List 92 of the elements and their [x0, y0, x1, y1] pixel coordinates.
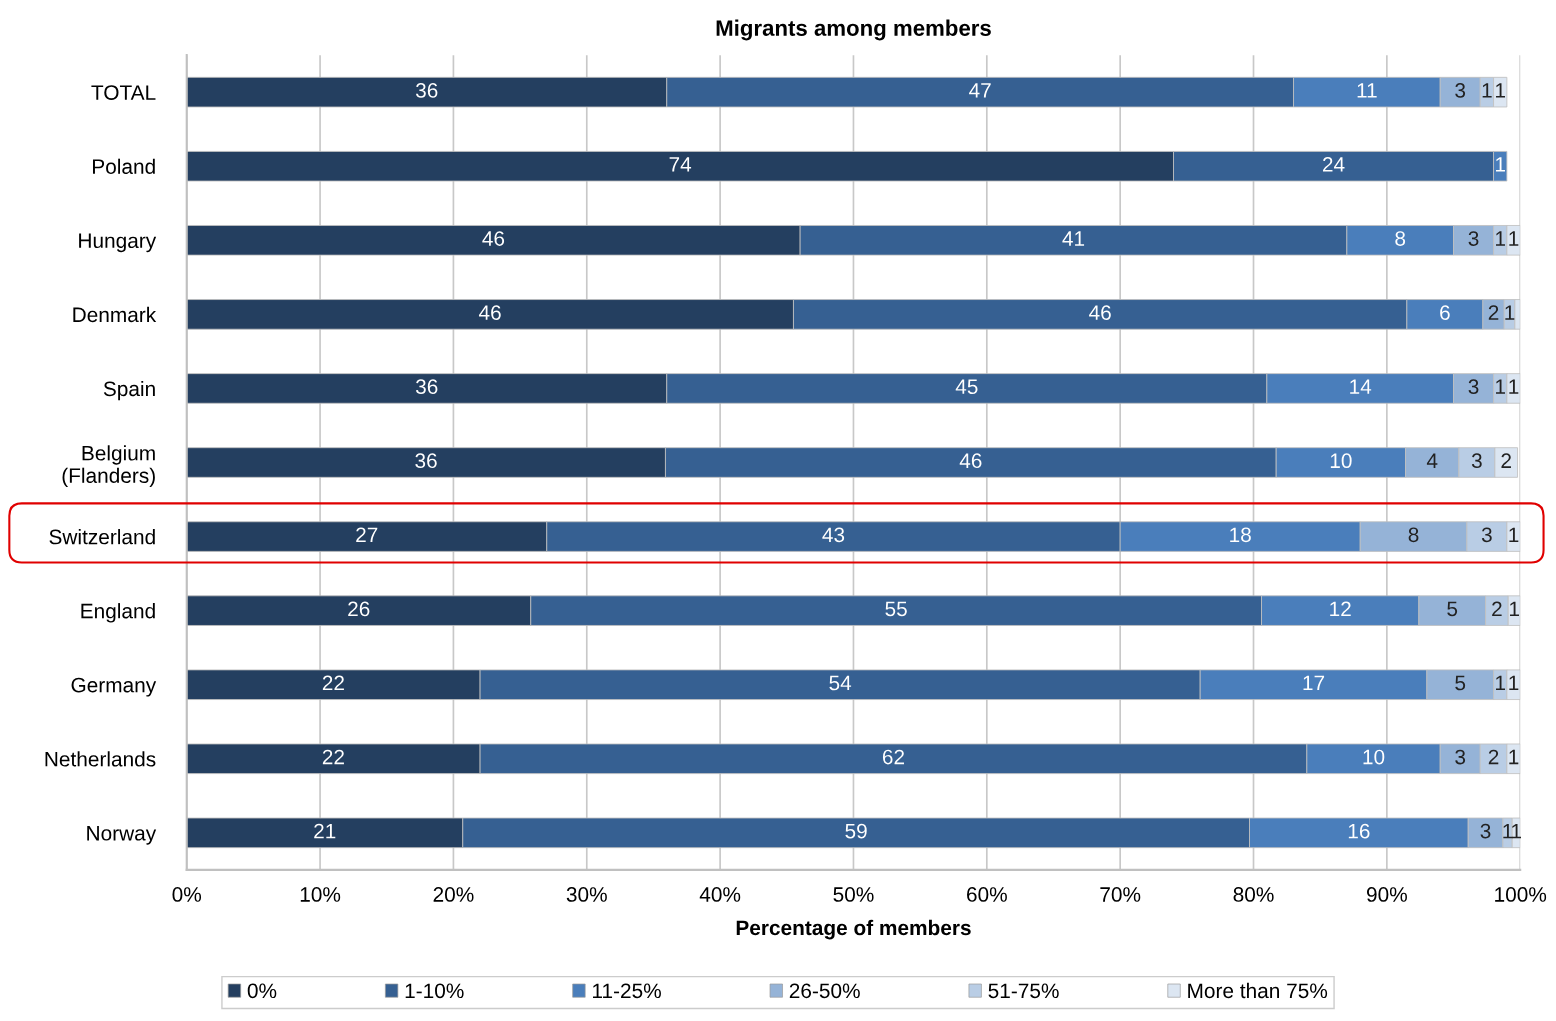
- data-label: 1: [1496, 157, 1505, 172]
- data-label: 2: [1501, 453, 1511, 468]
- data-label: 8: [1408, 527, 1419, 543]
- legend-label: 51-75%: [988, 983, 1059, 999]
- data-label: 3: [1455, 749, 1466, 765]
- data-label: 36: [415, 453, 437, 469]
- x-tick-label: 40%: [699, 887, 741, 902]
- data-label: 10: [1363, 749, 1385, 765]
- data-label: 18: [1230, 527, 1251, 543]
- data-label: 1: [1496, 231, 1505, 246]
- data-label: 22: [322, 749, 344, 765]
- x-tick-label: 10%: [300, 887, 341, 902]
- legend-label: 1-10%: [405, 983, 464, 999]
- data-label: 3: [1480, 823, 1491, 839]
- legend-label: 11-25%: [593, 983, 661, 999]
- data-label: 46: [1089, 305, 1111, 320]
- data-label: 1: [1503, 823, 1513, 839]
- data-label: 1: [1509, 379, 1519, 394]
- data-label: 46: [478, 305, 501, 320]
- legend-label: More than 75%: [1188, 982, 1328, 999]
- x-axis-title: Percentage of members: [736, 919, 971, 940]
- data-label: 21: [314, 823, 336, 839]
- legend-label: 0%: [247, 983, 277, 999]
- legend-label: 26-50%: [789, 983, 860, 999]
- data-label: 10: [1330, 453, 1352, 469]
- data-label: 3: [1471, 453, 1482, 469]
- y-tick-label: Germany: [71, 677, 157, 697]
- x-tick-label: 100%: [1495, 887, 1547, 902]
- data-label: 17: [1303, 675, 1325, 691]
- data-label: 22: [322, 675, 344, 691]
- data-label: 3: [1468, 379, 1479, 395]
- data-label: 8: [1395, 231, 1406, 246]
- data-label: 1: [1482, 83, 1492, 98]
- y-tick-label: Denmark: [73, 306, 157, 323]
- data-label: 47: [969, 83, 991, 98]
- data-label: 41: [1062, 231, 1085, 246]
- data-label: 1: [1509, 749, 1519, 765]
- data-label: 5: [1455, 675, 1466, 691]
- data-label: 14: [1350, 379, 1372, 394]
- y-tick-label: England: [81, 603, 155, 623]
- data-label: 1: [1509, 231, 1519, 246]
- data-label: 1: [1496, 675, 1505, 691]
- y-tick-label: Netherlands: [45, 751, 156, 767]
- data-label: 1: [1510, 601, 1519, 617]
- x-tick-label: 20%: [433, 887, 474, 902]
- data-label: 62: [882, 749, 905, 765]
- data-label: 3: [1468, 231, 1479, 246]
- data-label: 55: [885, 601, 907, 617]
- y-tick-label: Hungary: [79, 233, 157, 253]
- data-label: 36: [415, 379, 438, 395]
- data-label: 46: [959, 453, 982, 469]
- data-label: 2: [1488, 749, 1499, 765]
- data-label: 1: [1505, 305, 1515, 320]
- y-tick-label: Poland: [93, 158, 155, 174]
- data-label: 46: [482, 231, 505, 246]
- x-tick-label: 90%: [1366, 887, 1407, 902]
- data-label: 3: [1455, 83, 1466, 98]
- data-label: 2: [1488, 305, 1499, 320]
- data-label: 4: [1426, 453, 1438, 468]
- x-tick-label: 30%: [566, 887, 607, 902]
- data-label: 59: [845, 823, 867, 839]
- y-tick-label: Spain: [103, 380, 155, 401]
- data-label: 1: [1509, 527, 1519, 542]
- data-label: 24: [1322, 157, 1345, 172]
- data-label: 11: [1357, 83, 1377, 98]
- data-label: 2: [1492, 601, 1502, 617]
- data-label: 5: [1447, 601, 1458, 617]
- data-label: 1: [1496, 379, 1505, 394]
- data-label: 6: [1440, 305, 1450, 320]
- y-tick-label: Belgium (Flanders): [62, 445, 155, 488]
- data-label: 3: [1481, 527, 1492, 543]
- data-label: 43: [822, 527, 845, 543]
- data-label: 12: [1330, 601, 1351, 617]
- x-tick-label: 70%: [1100, 887, 1141, 902]
- data-label: 1: [1509, 675, 1519, 691]
- data-label: 26: [348, 601, 370, 617]
- data-label: 16: [1348, 823, 1370, 839]
- data-label: 74: [669, 157, 692, 172]
- y-tick-label: TOTAL: [91, 85, 156, 100]
- data-label: 45: [955, 379, 978, 395]
- x-tick-label: 60%: [967, 887, 1007, 902]
- y-tick-label: Norway: [87, 826, 157, 845]
- chart-title: Migrants among members: [716, 19, 991, 41]
- data-label: 36: [415, 83, 438, 98]
- x-tick-label: 80%: [1233, 887, 1274, 902]
- data-label: 54: [829, 675, 852, 691]
- data-label: 1: [1496, 83, 1505, 98]
- x-tick-label: 50%: [833, 887, 874, 902]
- data-label: 1: [1512, 823, 1521, 839]
- y-tick-label: Switzerland: [49, 529, 155, 545]
- data-label: 27: [356, 527, 378, 542]
- x-tick-label: 0%: [172, 887, 202, 902]
